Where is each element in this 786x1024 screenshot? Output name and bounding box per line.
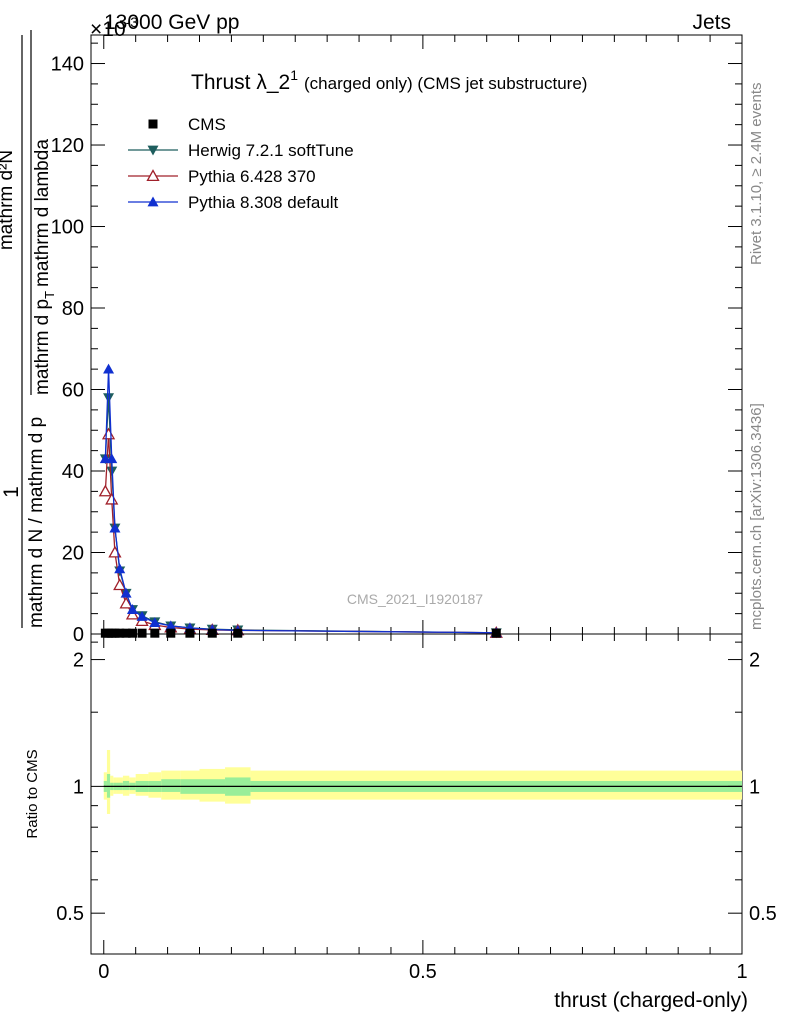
data-point-pythia-8-308-default	[103, 363, 115, 374]
data-point-pythia-6-428-370	[105, 492, 119, 505]
ratio-bands-layer	[103, 749, 742, 814]
legend-marker	[147, 145, 159, 156]
main-axis-ticks: 0 20 40 60 80 100 120 140	[51, 35, 743, 646]
data-point-cms	[137, 628, 147, 638]
main-ytick-label: 20	[62, 543, 84, 565]
main-ytick-label: 140	[51, 54, 84, 76]
data-point-pythia-6-428-370	[98, 484, 112, 497]
data-point-cms	[185, 628, 195, 638]
watermark: CMS_2021_I1920187	[347, 591, 483, 607]
ratio-xtick-label: 0	[98, 961, 109, 983]
ratio-ytick-label-right: 0.5	[749, 903, 777, 925]
main-series-layer	[98, 363, 503, 639]
data-point-cms	[491, 628, 501, 638]
legend: CMS Herwig 7.2.1 softTune Pythia 6.428 370…	[128, 115, 354, 212]
data-point-cms	[166, 628, 176, 638]
legend-entry: Pythia 8.308 default	[188, 193, 339, 212]
legend-marker	[147, 196, 159, 207]
legend-entry: Pythia 6.428 370	[188, 167, 316, 186]
ylabel-numerator: mathrm d²N	[0, 150, 17, 250]
data-point-pythia-8-308-default	[136, 610, 148, 621]
legend-marker	[146, 169, 160, 182]
data-point-cms	[233, 628, 243, 638]
ratio-ytick-label: 1	[73, 776, 84, 798]
ylabel-denominator-suffix: mathrm d lambda	[32, 139, 53, 287]
data-point-pythia-6-428-370	[113, 578, 127, 591]
chart-title: Thrust λ_21 (charged only) (CMS jet subst…	[191, 67, 587, 94]
axis-exponent-base: ×10	[90, 18, 126, 41]
main-ylabel: 1 mathrm d N / mathrm d p mathrm d²N mat…	[0, 30, 57, 628]
mcplots-label: mcplots.cern.ch [arXiv:1306.3436]	[748, 403, 765, 630]
ylabel-fraction-bottom: mathrm d N / mathrm d p	[26, 417, 47, 628]
data-point-cms	[150, 628, 160, 638]
chart-title-sup: 1	[290, 67, 298, 83]
axis-exponent-power: -3	[126, 14, 139, 30]
main-ytick-label: 40	[62, 461, 84, 483]
data-point-pythia-6-428-370	[119, 596, 133, 609]
axis-exponent: ×10-3	[90, 14, 138, 41]
data-point-cms	[207, 628, 217, 638]
header-right: Jets	[692, 11, 731, 34]
ratio-xtick-label: 1	[736, 961, 747, 983]
data-point-pythia-8-308-default	[126, 604, 138, 614]
ratio-xtick-label: 0.5	[409, 961, 437, 983]
data-point-pythia-6-428-370	[101, 427, 116, 440]
ylabel-denominator-sub: T	[42, 291, 57, 299]
ratio-band-green	[122, 780, 130, 791]
data-point-pythia-8-308-default	[165, 620, 177, 631]
data-point-cms	[121, 628, 131, 638]
ratio-ytick-label-right: 2	[749, 650, 760, 672]
ratio-ytick-label-right: 1	[749, 776, 760, 798]
data-point-pythia-8-308-default	[109, 522, 121, 533]
main-ytick-label: 120	[51, 135, 84, 157]
legend-marker	[148, 119, 158, 129]
xlabel: thrust (charged-only)	[554, 989, 748, 1012]
main-ytick-label: 60	[62, 380, 84, 402]
chart-title-suffix: (charged only) (CMS jet substructure)	[304, 74, 587, 93]
ratio-ytick-label: 2	[73, 650, 84, 672]
data-point-cms	[115, 628, 125, 638]
ylabel-denominator-main: mathrm d p	[32, 299, 53, 395]
main-ytick-label: 80	[62, 298, 84, 320]
main-ytick-label: 100	[51, 217, 84, 239]
ratio-ytick-label: 0.5	[56, 903, 84, 925]
header-left: 13000 GeV pp	[104, 11, 239, 34]
data-point-pythia-8-308-default	[149, 617, 161, 627]
main-ytick-label: 0	[73, 624, 84, 646]
legend-entry: Herwig 7.2.1 softTune	[188, 141, 354, 160]
ratio-ylabel: Ratio to CMS	[24, 749, 41, 838]
data-point-herwig-7-2-1-softtune	[103, 393, 115, 404]
data-point-pythia-8-308-default	[106, 453, 118, 464]
legend-entry: CMS	[188, 115, 226, 134]
data-point-cms	[110, 628, 120, 638]
data-point-pythia-8-308-default	[120, 587, 132, 598]
rivet-label: Rivet 3.1.10, ≥ 2.4M events	[748, 83, 765, 266]
ratio-axis-ticks: 0.5 0.5 1 1 2 2 0 0.5 1	[56, 634, 777, 983]
ratio-band-green	[161, 779, 181, 792]
ylabel-denominator: mathrm d pTmathrm d lambda	[32, 139, 57, 395]
ylabel-fraction-top: 1	[0, 486, 23, 498]
chart-title-main: Thrust λ_2	[191, 71, 290, 94]
data-point-cms	[127, 628, 137, 638]
data-point-pythia-8-308-default	[114, 563, 126, 574]
